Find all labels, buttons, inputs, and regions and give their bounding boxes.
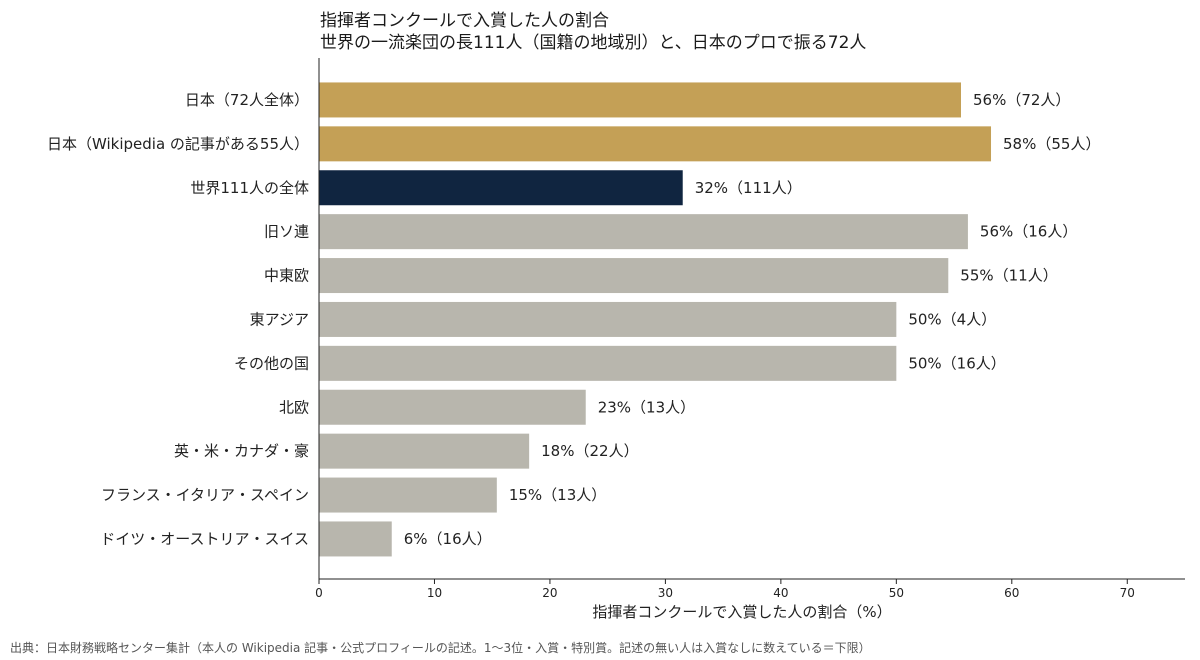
bar-1 — [319, 126, 992, 162]
category-label-3: 旧ソ連 — [264, 223, 309, 241]
x-tick-label-6: 60 — [1004, 586, 1019, 600]
x-tick-label-0: 0 — [315, 586, 323, 600]
data-label-6: 50%（16人） — [908, 354, 1005, 372]
x-tick-label-3: 30 — [658, 586, 673, 600]
category-label-0: 日本（72人全体） — [185, 91, 309, 109]
bar-0 — [319, 82, 961, 118]
data-label-2: 32%（111人） — [695, 179, 802, 197]
bar-2 — [319, 170, 683, 206]
chart-title: 指揮者コンクールで入賞した人の割合 — [320, 11, 609, 31]
data-label-8: 18%（22人） — [541, 442, 638, 460]
category-label-4: 中東欧 — [264, 267, 309, 285]
x-tick-label-1: 10 — [427, 586, 442, 600]
bar-4 — [319, 258, 949, 294]
data-label-1: 58%（55人） — [1003, 135, 1100, 153]
category-label-10: ドイツ・オーストリア・スイス — [100, 530, 309, 548]
x-tick-label-2: 20 — [542, 586, 557, 600]
data-label-5: 50%（4人） — [908, 310, 996, 328]
bars-layer — [319, 82, 992, 557]
category-label-9: フランス・イタリア・スペイン — [101, 486, 309, 504]
bar-3 — [319, 214, 968, 250]
x-axis-title: 指揮者コンクールで入賞した人の割合（%） — [592, 603, 891, 621]
bar-10 — [319, 521, 392, 557]
category-label-2: 世界111人の全体 — [190, 179, 309, 197]
bar-5 — [319, 301, 897, 337]
labels-layer: 日本（72人全体） 56%（72人） 日本（Wikipedia の記事がある55人）… — [47, 91, 1100, 548]
category-label-8: 英・米・カナダ・豪 — [174, 442, 309, 460]
data-label-0: 56%（72人） — [973, 91, 1070, 109]
bar-7 — [319, 389, 586, 425]
category-label-1: 日本（Wikipedia の記事がある55人） — [47, 135, 309, 153]
chart-title-block: 指揮者コンクールで入賞した人の割合 世界の一流楽団の長111人（国籍の地域別）と… — [320, 10, 866, 54]
data-label-10: 6%（16人） — [404, 530, 492, 548]
category-label-6: その他の国 — [234, 354, 309, 372]
x-tick-label-4: 40 — [773, 586, 788, 600]
axis-layer: 0 10 20 30 40 50 60 70 指揮者コンクールで入賞した人の割合（%） — [315, 58, 1185, 621]
source-note: 出典：日本財務戦略センター集計（本人の Wikipedia 記事・公式プロフィー… — [10, 641, 871, 655]
data-label-3: 56%（16人） — [980, 223, 1077, 241]
data-label-7: 23%（13人） — [598, 398, 695, 416]
chart-subtitle: 世界の一流楽団の長111人（国籍の地域別）と、日本のプロで振る72人 — [320, 33, 867, 53]
bar-8 — [319, 433, 530, 469]
x-tick-label-5: 50 — [889, 586, 904, 600]
bar-6 — [319, 345, 897, 381]
category-label-5: 東アジア — [250, 310, 309, 328]
bar-9 — [319, 477, 497, 513]
x-tick-label-7: 70 — [1120, 586, 1135, 600]
category-label-7: 北欧 — [279, 398, 309, 416]
data-label-4: 55%（11人） — [960, 267, 1057, 285]
data-label-9: 15%（13人） — [509, 486, 606, 504]
